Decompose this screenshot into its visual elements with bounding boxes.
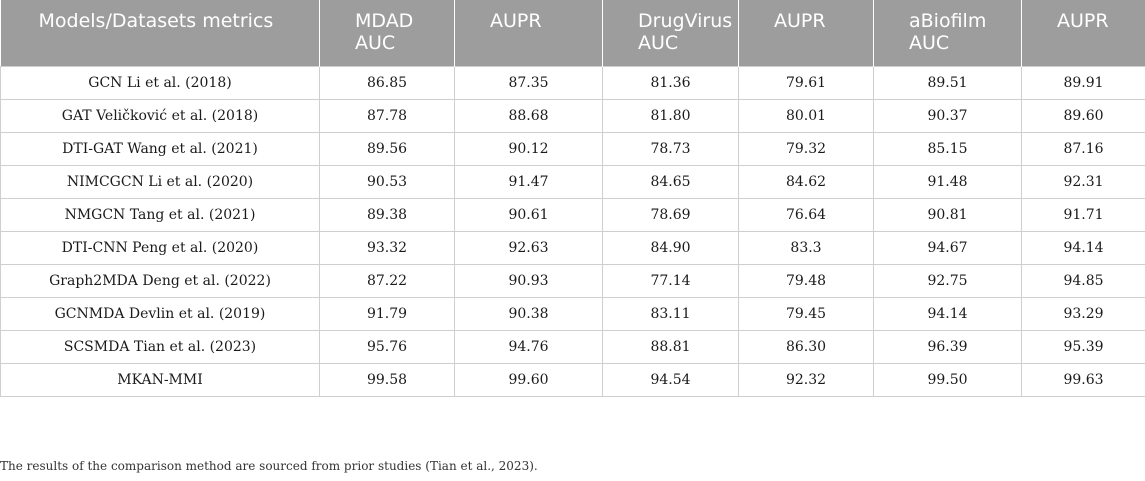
model-name-cell: SCSMDA Tian et al. (2023) [0, 329, 320, 364]
table-row: DTI-GAT Wang et al. (2021) 89.56 90.12 78.7… [0, 131, 1145, 166]
model-name-cell: NMGCN Tang et al. (2021) [0, 197, 320, 232]
header-row: Models/Datasets metrics MDAD AUC AUPR DrugVi… [0, 0, 1145, 66]
metric-cell: 93.29 [1021, 296, 1145, 331]
metric-cell: 99.58 [319, 362, 455, 397]
metric-cell: 87.16 [1021, 131, 1145, 166]
metric-cell: 99.50 [873, 362, 1022, 397]
metric-cell: 84.90 [602, 230, 739, 265]
table-row: GCNMDA Devlin et al. (2019) 91.79 90.38 83.… [0, 296, 1145, 331]
metric-cell: 89.60 [1021, 98, 1145, 133]
table-row: SCSMDA Tian et al. (2023) 95.76 94.76 88.81… [0, 329, 1145, 364]
table-row: NMGCN Tang et al. (2021) 89.38 90.61 78.69 7… [0, 197, 1145, 232]
metric-cell: 86.30 [738, 329, 874, 364]
metric-cell: 79.48 [738, 263, 874, 298]
metric-cell: 88.81 [602, 329, 739, 364]
metric-cell: 89.91 [1021, 65, 1145, 100]
table-row: DTI-CNN Peng et al. (2020) 93.32 92.63 84.9… [0, 230, 1145, 265]
metric-cell: 90.61 [454, 197, 603, 232]
metric-cell: 99.60 [454, 362, 603, 397]
table-row: Graph2MDA Deng et al. (2022) 87.22 90.93 77… [0, 263, 1145, 298]
metric-cell: 94.14 [1021, 230, 1145, 265]
metric-cell: 79.45 [738, 296, 874, 331]
metric-cell: 91.47 [454, 164, 603, 199]
metric-cell: 90.53 [319, 164, 455, 199]
column-header: MDAD AUC [319, 0, 455, 66]
column-header: DrugVirus AUC [602, 0, 739, 66]
metric-cell: 86.85 [319, 65, 455, 100]
metric-cell: 83.11 [602, 296, 739, 331]
table-row: GAT Veličković et al. (2018) 87.78 88.68 81… [0, 98, 1145, 133]
metric-cell: 79.32 [738, 131, 874, 166]
metric-cell: 95.76 [319, 329, 455, 364]
metric-cell: 80.01 [738, 98, 874, 133]
metric-cell: 89.56 [319, 131, 455, 166]
column-header: Models/Datasets metrics [0, 0, 320, 66]
table-row: GCN Li et al. (2018) 86.85 87.35 81.36 79.61… [0, 65, 1145, 100]
metric-cell: 90.93 [454, 263, 603, 298]
model-name-cell: GCN Li et al. (2018) [0, 65, 320, 100]
metric-cell: 78.69 [602, 197, 739, 232]
metric-cell: 87.78 [319, 98, 455, 133]
metric-cell: 90.81 [873, 197, 1022, 232]
metric-cell: 94.67 [873, 230, 1022, 265]
metric-cell: 94.85 [1021, 263, 1145, 298]
metric-cell: 94.54 [602, 362, 739, 397]
metric-cell: 91.48 [873, 164, 1022, 199]
metric-cell: 99.63 [1021, 362, 1145, 397]
metric-cell: 95.39 [1021, 329, 1145, 364]
table-row: MKAN-MMI 99.58 99.60 94.54 92.32 99.50 99.63 [0, 362, 1145, 397]
metric-cell: 81.80 [602, 98, 739, 133]
column-header: AUPR [454, 0, 603, 66]
metric-cell: 91.71 [1021, 197, 1145, 232]
metric-cell: 85.15 [873, 131, 1022, 166]
metric-cell: 93.32 [319, 230, 455, 265]
column-header: AUPR [1021, 0, 1145, 66]
metric-cell: 91.79 [319, 296, 455, 331]
model-name-cell: DTI-GAT Wang et al. (2021) [0, 131, 320, 166]
metric-cell: 92.31 [1021, 164, 1145, 199]
metric-cell: 89.38 [319, 197, 455, 232]
table-body: GCN Li et al. (2018) 86.85 87.35 81.36 79.61… [0, 65, 1145, 397]
metric-cell: 94.76 [454, 329, 603, 364]
metric-cell: 96.39 [873, 329, 1022, 364]
metric-cell: 83.3 [738, 230, 874, 265]
model-name-cell: MKAN-MMI [0, 362, 320, 397]
metric-cell: 81.36 [602, 65, 739, 100]
metric-cell: 77.14 [602, 263, 739, 298]
metric-cell: 92.75 [873, 263, 1022, 298]
table-footnote: The results of the comparison method are… [0, 459, 538, 473]
model-name-cell: Graph2MDA Deng et al. (2022) [0, 263, 320, 298]
table-header: Models/Datasets metrics MDAD AUC AUPR DrugVi… [0, 0, 1145, 66]
metric-cell: 84.62 [738, 164, 874, 199]
metric-cell: 79.61 [738, 65, 874, 100]
metric-cell: 87.22 [319, 263, 455, 298]
metric-cell: 90.12 [454, 131, 603, 166]
metric-cell: 87.35 [454, 65, 603, 100]
metric-cell: 88.68 [454, 98, 603, 133]
column-header: AUPR [738, 0, 874, 66]
metric-cell: 90.37 [873, 98, 1022, 133]
metric-cell: 78.73 [602, 131, 739, 166]
metric-cell: 92.32 [738, 362, 874, 397]
model-name-cell: NIMCGCN Li et al. (2020) [0, 164, 320, 199]
metric-cell: 76.64 [738, 197, 874, 232]
comparison-table: Models/Datasets metrics MDAD AUC AUPR DrugVi… [0, 0, 1145, 397]
metric-cell: 94.14 [873, 296, 1022, 331]
metric-cell: 89.51 [873, 65, 1022, 100]
model-name-cell: GCNMDA Devlin et al. (2019) [0, 296, 320, 331]
metric-cell: 92.63 [454, 230, 603, 265]
column-header: aBiofilm AUC [873, 0, 1022, 66]
model-name-cell: DTI-CNN Peng et al. (2020) [0, 230, 320, 265]
results-table-container: Models/Datasets metrics MDAD AUC AUPR DrugVi… [0, 0, 1145, 397]
table-row: NIMCGCN Li et al. (2020) 90.53 91.47 84.65 8… [0, 164, 1145, 199]
metric-cell: 84.65 [602, 164, 739, 199]
model-name-cell: GAT Veličković et al. (2018) [0, 98, 320, 133]
metric-cell: 90.38 [454, 296, 603, 331]
